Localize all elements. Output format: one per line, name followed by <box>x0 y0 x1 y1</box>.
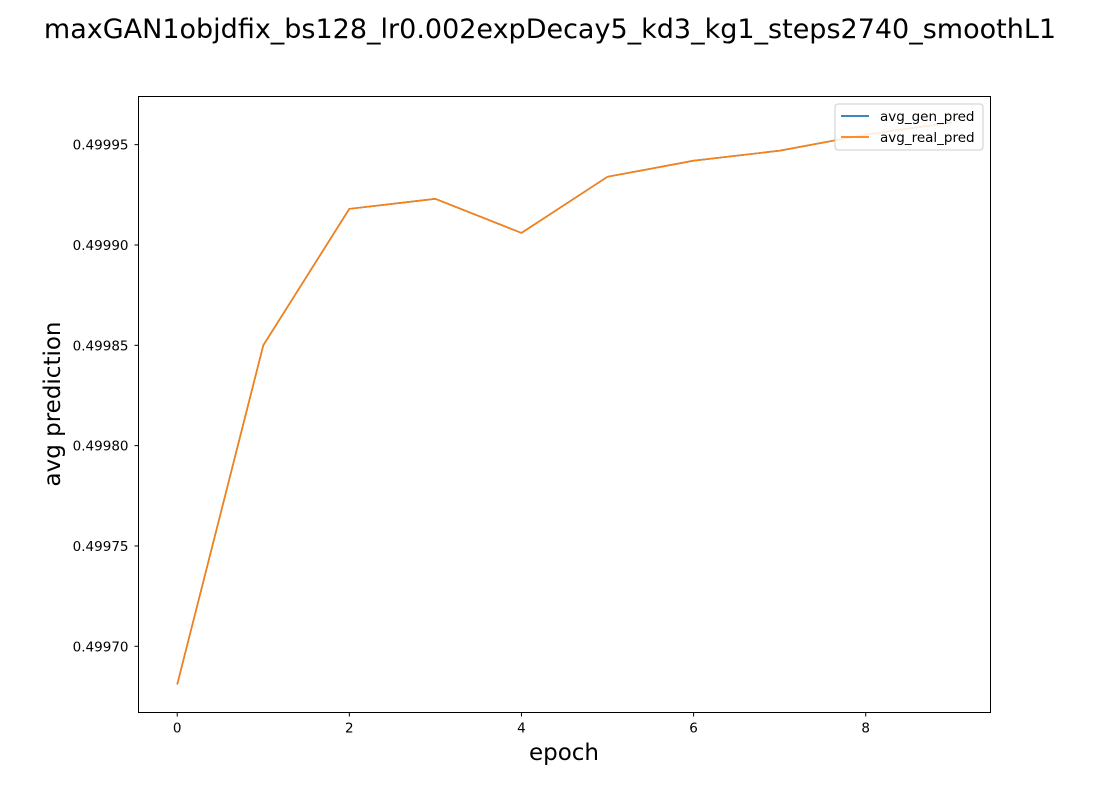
x-tick-label: 8 <box>861 721 870 737</box>
plot-area-frame <box>138 96 991 713</box>
plot-series-group <box>176 121 952 685</box>
x-tick-label: 2 <box>345 721 354 737</box>
y-tick-label: 0.49990 <box>73 238 129 254</box>
y-tick-label: 0.49985 <box>73 338 129 354</box>
y-tick-label: 0.49980 <box>73 439 129 455</box>
x-axis-label: epoch <box>529 740 599 766</box>
legend-box <box>834 103 984 151</box>
legend-label: avg_real_pred <box>880 130 975 146</box>
x-tick-label: 4 <box>517 721 526 737</box>
legend: avg_gen_pred avg_real_pred <box>834 103 984 151</box>
series-line-avg-gen-pred <box>176 121 952 685</box>
x-tick-label: 0 <box>173 721 182 737</box>
chart-title: maxGAN1objdfix_bs128_lr0.002expDecay5_kd… <box>44 14 1056 45</box>
y-tick-label: 0.49975 <box>73 539 129 555</box>
y-axis-label: avg prediction <box>40 321 66 486</box>
x-axis-ticks: 0 2 4 6 8 <box>173 712 870 737</box>
y-tick-label: 0.49970 <box>73 639 129 655</box>
y-tick-label: 0.49995 <box>73 138 129 154</box>
legend-label: avg_gen_pred <box>880 109 974 125</box>
series-line-avg-real-pred <box>176 121 952 685</box>
y-axis-ticks: 0.49970 0.49975 0.49980 0.49985 0.49990 0.499… <box>73 138 139 655</box>
x-tick-label: 6 <box>689 721 698 737</box>
